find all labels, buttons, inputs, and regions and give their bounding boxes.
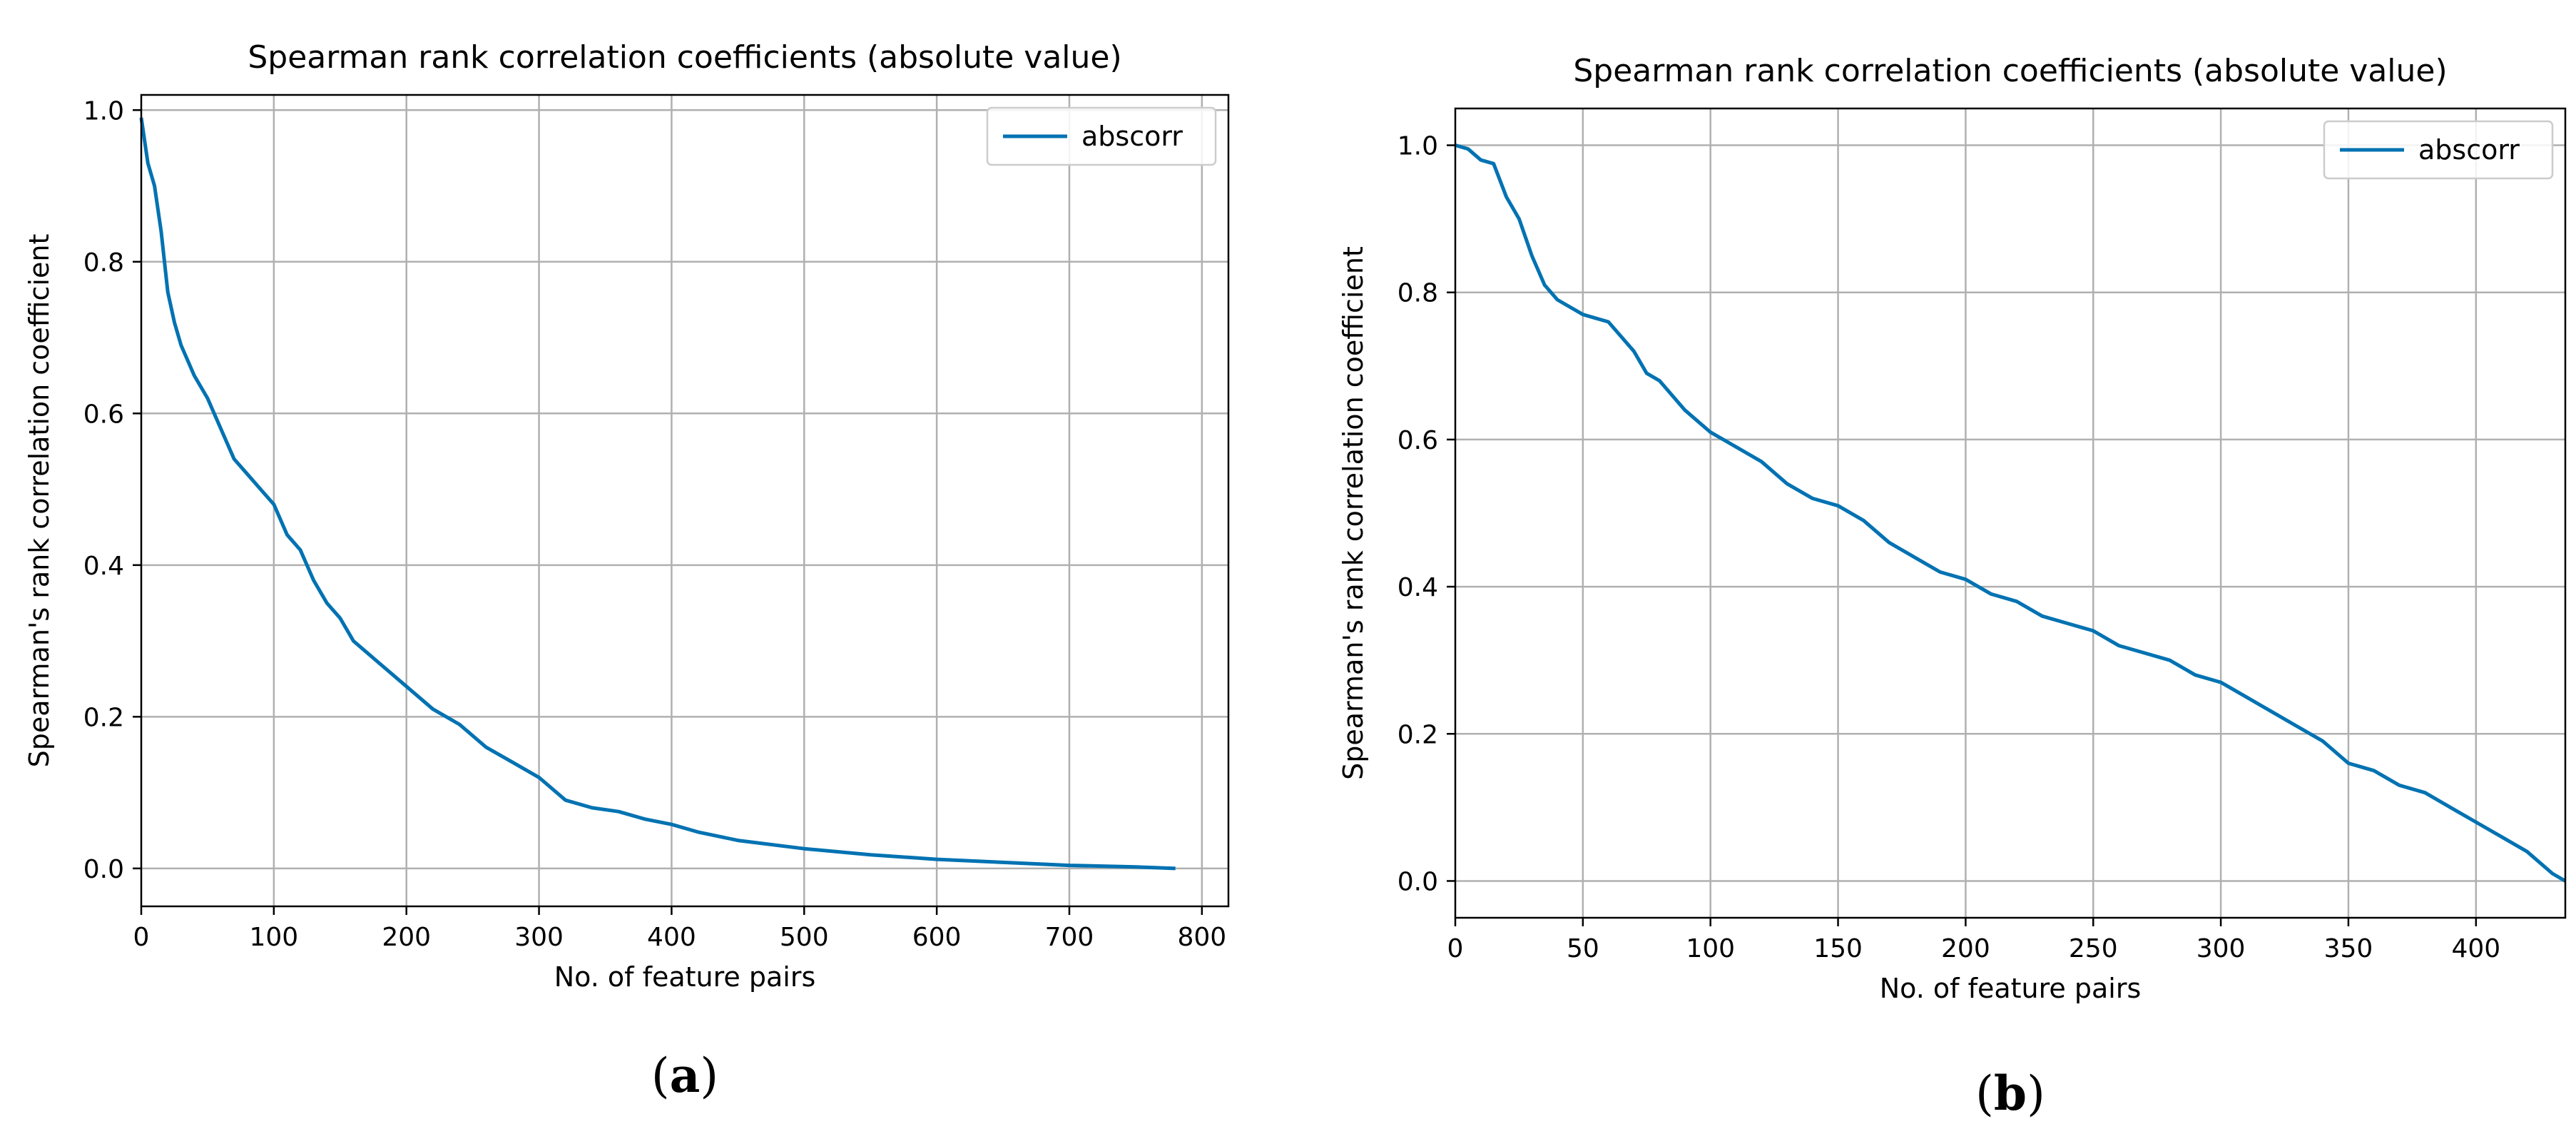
chart-title: Spearman rank correlation coefficients (… xyxy=(248,39,1121,76)
x-tick-label: 0 xyxy=(1447,934,1464,963)
x-tick-label: 100 xyxy=(249,923,298,952)
x-tick-label: 200 xyxy=(1941,934,1990,963)
legend-label: abscorr xyxy=(1081,121,1183,152)
y-tick-label: 0.4 xyxy=(1398,573,1438,602)
x-tick-label: 400 xyxy=(647,923,696,952)
series-line-abscorr xyxy=(139,117,1176,871)
legend-box xyxy=(986,106,1217,166)
y-tick-label: 0.6 xyxy=(83,400,124,429)
x-tick-label: 400 xyxy=(2451,934,2500,963)
x-tick-label: 300 xyxy=(514,923,564,952)
plot-frame xyxy=(1454,107,2567,919)
y-tick-label: 0.4 xyxy=(83,552,124,581)
legend-label: abscorr xyxy=(2418,134,2520,166)
chart-a: 0 100 200 300 400 500 600 700 800 0.0 0.2 0.4 0.6 0.8… xyxy=(24,39,1230,1103)
y-tick-label: 1.0 xyxy=(83,96,124,126)
y-tick-label: 0.2 xyxy=(83,703,124,732)
chart-title: Spearman rank correlation coefficients (… xyxy=(1573,53,2447,89)
x-tick-label: 500 xyxy=(780,923,829,952)
x-tick-label: 600 xyxy=(912,923,962,952)
y-axis-label: Spearman's rank correlation coefficient xyxy=(1338,246,1369,780)
panel-label: (b) xyxy=(1975,1065,2045,1121)
y-tick-label: 0.8 xyxy=(83,248,124,278)
x-tick-label: 200 xyxy=(382,923,431,952)
panel-label: (a) xyxy=(651,1048,718,1103)
y-tick-label: 0.6 xyxy=(1398,426,1438,455)
y-tick-label: 0.2 xyxy=(1398,720,1438,749)
y-axis-label: Spearman's rank correlation coefficient xyxy=(24,234,55,768)
legend: abscorr xyxy=(986,106,1217,166)
x-tick-label: 150 xyxy=(1813,934,1863,963)
y-tick-label: 1.0 xyxy=(1398,132,1438,161)
x-tick-label: 250 xyxy=(2069,934,2118,963)
x-tick-label: 50 xyxy=(1567,934,1599,963)
chart-b: 0 50 100 150 200 250 300 350 400 0.0 0.2 0.4 0.6 0.8 1… xyxy=(1338,53,2567,1121)
legend-box xyxy=(2323,120,2554,180)
series-line-abscorr xyxy=(1455,143,2567,883)
legend: abscorr xyxy=(2323,120,2554,180)
y-tick-label: 0.0 xyxy=(83,855,124,884)
plot-frame xyxy=(140,93,1230,908)
x-tick-label: 700 xyxy=(1045,923,1094,952)
x-tick-label: 100 xyxy=(1686,934,1735,963)
x-axis-label: No. of feature pairs xyxy=(1880,973,2142,1004)
x-tick-label: 350 xyxy=(2324,934,2373,963)
y-tick-label: 0.8 xyxy=(1398,279,1438,308)
y-tick-label: 0.0 xyxy=(1398,867,1438,896)
x-tick-label: 800 xyxy=(1177,923,1226,952)
x-axis-label: No. of feature pairs xyxy=(554,961,816,993)
x-tick-label: 0 xyxy=(133,923,150,952)
x-tick-label: 300 xyxy=(2196,934,2246,963)
